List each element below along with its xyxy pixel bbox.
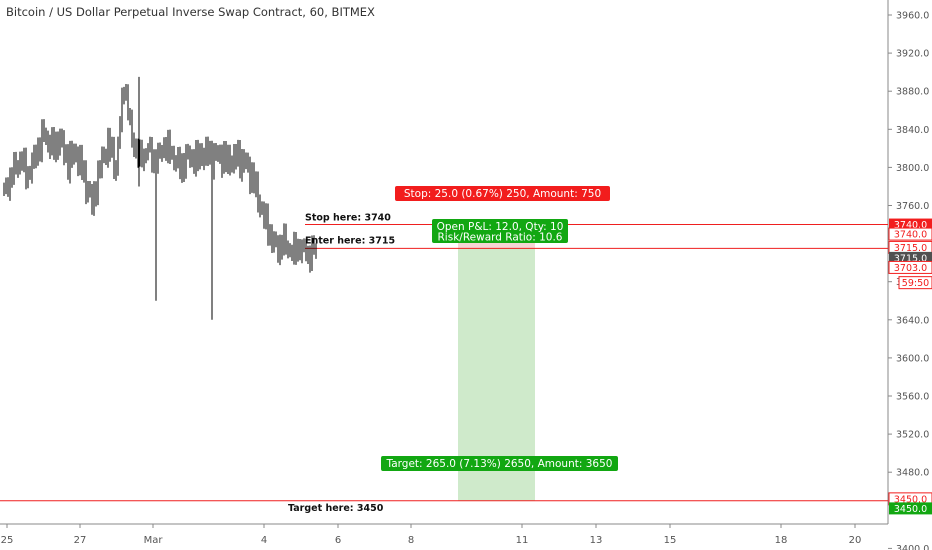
y-tick-label: 3960.0: [896, 11, 929, 22]
target-badge: [381, 456, 618, 471]
stop-badge: [395, 186, 610, 201]
y-tick-label: 3520.0: [896, 430, 929, 441]
y-tick-label: 3840.0: [896, 125, 929, 136]
chart-title: Bitcoin / US Dollar Perpetual Inverse Sw…: [6, 5, 375, 19]
axis-badge: [889, 251, 932, 264]
x-tick-label: 8: [408, 535, 414, 546]
y-tick-label: 3640.0: [896, 315, 929, 326]
pnl-badge-text: Open P&L: 12.0, Qty: 10: [437, 221, 564, 233]
axis-badge: [889, 218, 932, 231]
axis-badge-text: 3740.0: [894, 230, 927, 241]
x-tick-label: 13: [590, 535, 603, 546]
axis-badge-text: 3450.0: [894, 494, 927, 505]
x-tick-label: 15: [664, 535, 677, 546]
entry-label: Enter here: 3715: [305, 235, 395, 246]
stop-label: Stop here: 3740: [305, 213, 391, 224]
x-tick-label: 27: [74, 535, 87, 546]
axis-badge-text: 3450.0: [894, 504, 927, 515]
target-label: Target here: 3450: [288, 503, 384, 514]
x-tick-label: Mar: [144, 535, 164, 546]
axis-badge-text: 3703.0: [894, 263, 927, 274]
y-tick-label: 3760.0: [896, 201, 929, 212]
y-tick-label: 3800.0: [896, 163, 929, 174]
axis-badge: [888, 227, 932, 241]
pnl-badge: [432, 219, 568, 243]
y-tick-label: 3480.0: [896, 468, 929, 479]
stop-badge-text: Stop: 25.0 (0.67%) 250, Amount: 750: [404, 188, 601, 200]
axis-badge-text: 59:50: [902, 278, 929, 289]
y-tick-label: 3600.0: [896, 353, 929, 364]
axis-badge-text: 3715.0: [894, 253, 927, 264]
x-tick-label: 25: [1, 535, 14, 546]
pnl-badge-text: Risk/Reward Ratio: 10.6: [438, 232, 563, 244]
axis-badge-text: 3715.0: [894, 243, 927, 254]
target-badge-text: Target: 265.0 (7.13%) 2650, Amount: 3650: [386, 458, 613, 470]
axis-badge: [898, 276, 932, 290]
x-tick-label: 20: [849, 535, 862, 546]
y-tick-label: 3560.0: [896, 392, 929, 403]
x-tick-label: 4: [261, 535, 267, 546]
axis-badge: [888, 260, 932, 274]
y-tick-label: 3920.0: [896, 49, 929, 60]
x-tick-label: 18: [775, 535, 788, 546]
axis-badge-text: 3740.0: [894, 220, 927, 231]
x-tick-label: 11: [516, 535, 529, 546]
y-tick-label: 3880.0: [896, 87, 929, 98]
x-tick-label: 6: [335, 535, 341, 546]
y-tick-label: 3400.0: [896, 544, 929, 550]
axis-badge: [889, 502, 932, 515]
